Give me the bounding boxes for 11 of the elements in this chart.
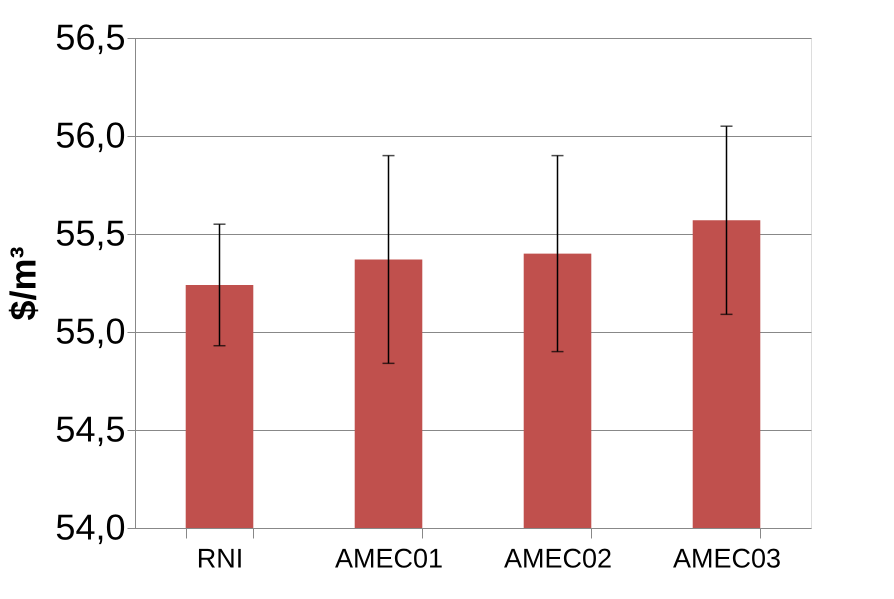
y-tick-label: 56,0 <box>55 114 126 156</box>
y-tick-label: 54,0 <box>55 506 126 548</box>
y-tick-label: 56,5 <box>55 16 126 58</box>
y-tick-label: 55,0 <box>55 310 126 352</box>
x-tick-label: AMEC02 <box>504 544 612 574</box>
x-tick-label: RNI <box>196 544 244 574</box>
y-tick-label: 54,5 <box>55 408 126 450</box>
y-tick-label: 55,5 <box>55 212 126 254</box>
x-tick-label: AMEC01 <box>334 544 444 574</box>
x-tick-label: AMEC03 <box>672 544 782 574</box>
y-axis-title: $/m³ <box>2 246 44 321</box>
